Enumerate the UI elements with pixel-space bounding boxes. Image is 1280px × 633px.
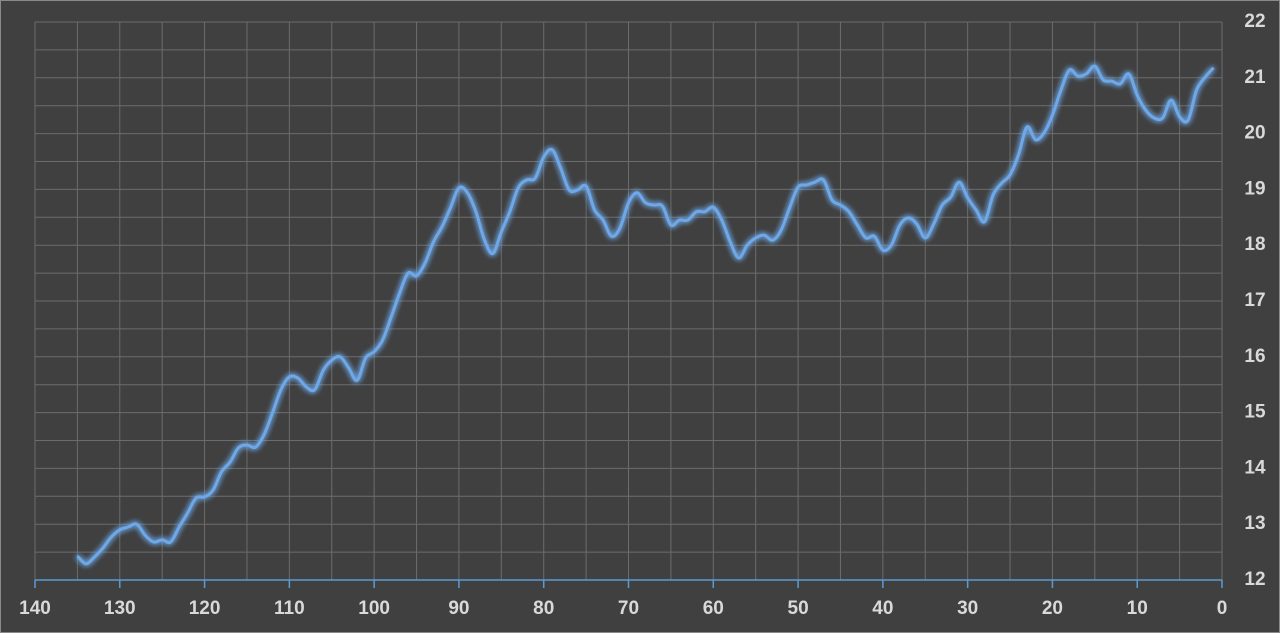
x-tick-label: 90 — [448, 598, 469, 619]
y-tick-label: 15 — [1244, 402, 1266, 423]
x-tick-label: 10 — [1127, 598, 1148, 619]
x-tick-label: 30 — [957, 598, 978, 619]
y-tick-label: 16 — [1244, 346, 1265, 367]
x-tick-label: 20 — [1042, 598, 1063, 619]
x-tick-label: 140 — [19, 598, 51, 619]
y-tick-label: 13 — [1244, 513, 1265, 534]
x-tick-label: 0 — [1217, 598, 1228, 619]
x-tick-label: 80 — [533, 598, 554, 619]
y-tick-label: 12 — [1244, 569, 1265, 590]
y-tick-label: 20 — [1244, 123, 1265, 144]
y-tick-label: 19 — [1244, 178, 1265, 199]
x-tick-label: 60 — [703, 598, 724, 619]
x-tick-label: 70 — [618, 598, 639, 619]
y-tick-label: 14 — [1244, 457, 1266, 478]
y-tick-label: 17 — [1244, 290, 1265, 311]
x-tick-label: 120 — [189, 598, 221, 619]
x-tick-label: 50 — [788, 598, 809, 619]
series-line — [76, 64, 1215, 566]
x-tick-label: 110 — [274, 598, 305, 619]
x-tick-label: 100 — [358, 598, 390, 619]
x-tick-label: 130 — [104, 598, 136, 619]
x-tick-label: 40 — [872, 598, 893, 619]
y-tick-label: 22 — [1244, 11, 1265, 32]
y-tick-label: 21 — [1244, 67, 1266, 88]
y-tick-label: 18 — [1244, 234, 1265, 255]
